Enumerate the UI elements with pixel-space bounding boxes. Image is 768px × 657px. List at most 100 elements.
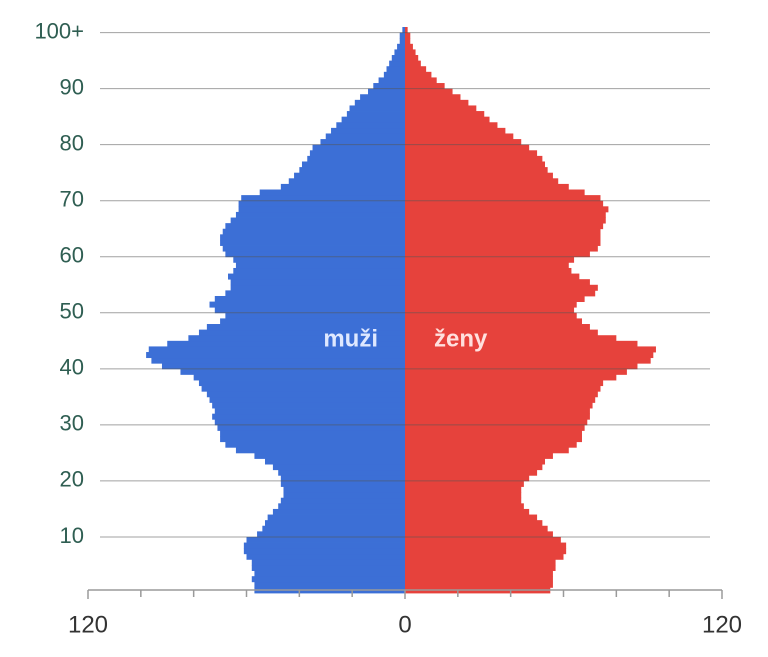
bar: [405, 396, 596, 403]
bar: [283, 486, 405, 493]
bar: [389, 60, 405, 67]
bar: [272, 508, 405, 515]
bar: [405, 380, 604, 387]
bar: [405, 346, 656, 353]
bar: [405, 43, 413, 50]
bar: [405, 318, 582, 325]
bar: [405, 38, 411, 45]
bar: [405, 32, 411, 39]
bar: [405, 251, 590, 258]
bar: [405, 55, 419, 62]
bar: [405, 239, 601, 246]
bar: [212, 413, 405, 420]
bar: [405, 508, 530, 515]
bar: [405, 559, 556, 566]
bar: [148, 346, 405, 353]
bar: [346, 111, 405, 118]
y-tick-label: 40: [60, 355, 84, 380]
bar: [360, 94, 405, 101]
bar: [405, 88, 453, 95]
bar: [405, 301, 577, 308]
bar: [405, 167, 548, 174]
bar: [241, 195, 405, 202]
bar: [405, 144, 530, 151]
bar: [405, 105, 477, 112]
bar: [405, 486, 522, 493]
x-tick-label: 120: [68, 611, 108, 638]
bar: [278, 503, 405, 510]
y-tick-label: 30: [60, 411, 84, 436]
bar: [288, 178, 405, 185]
bar: [405, 324, 590, 331]
bar: [225, 441, 405, 448]
bar: [225, 312, 405, 319]
bar: [405, 49, 416, 56]
bar: [405, 139, 522, 146]
bar: [220, 234, 405, 241]
bar: [405, 352, 654, 359]
bar: [405, 234, 601, 241]
bar: [405, 475, 530, 482]
bar: [235, 211, 405, 218]
bar: [405, 211, 606, 218]
bar: [405, 217, 606, 224]
bar: [251, 564, 405, 571]
bar: [267, 514, 405, 521]
bar: [405, 520, 543, 527]
bar: [299, 167, 405, 174]
bar: [235, 447, 405, 454]
bar: [391, 55, 405, 62]
bar: [405, 553, 564, 560]
bar: [209, 301, 405, 308]
bar: [405, 290, 596, 297]
series-label: ženy: [434, 325, 488, 352]
bar: [405, 133, 514, 140]
bar: [405, 77, 437, 84]
bar: [405, 402, 593, 409]
bar: [405, 223, 604, 230]
bar: [180, 368, 405, 375]
bar: [405, 368, 627, 375]
bar: [214, 295, 405, 302]
bar: [402, 27, 405, 34]
bar: [230, 217, 405, 224]
bar: [386, 66, 405, 73]
bar: [264, 458, 405, 465]
y-tick-label: 50: [60, 299, 84, 324]
bar: [146, 352, 405, 359]
bar: [405, 570, 553, 577]
y-tick-label: 80: [60, 130, 84, 155]
bar: [405, 127, 506, 134]
bar: [262, 525, 405, 532]
bar: [405, 189, 585, 196]
bar: [405, 536, 561, 543]
y-tick-label: 20: [60, 467, 84, 492]
bar: [243, 548, 405, 555]
bar: [167, 340, 405, 347]
bar: [405, 531, 553, 538]
bar: [405, 363, 638, 370]
bar: [243, 542, 405, 549]
bar: [257, 531, 405, 538]
bar: [307, 155, 405, 162]
bar: [405, 581, 553, 588]
bar: [230, 284, 405, 291]
bar: [220, 239, 405, 246]
bar: [228, 273, 405, 280]
bar: [405, 329, 598, 336]
x-tick-label: 0: [398, 611, 411, 638]
bar: [405, 576, 553, 583]
bar: [280, 497, 405, 504]
bar: [259, 189, 405, 196]
bar: [405, 452, 553, 459]
bar: [405, 228, 601, 235]
bar: [325, 133, 405, 140]
bar: [283, 492, 405, 499]
bar: [378, 77, 405, 84]
bar: [405, 83, 445, 90]
bar: [405, 458, 546, 465]
bar: [405, 206, 609, 213]
bar: [220, 430, 405, 437]
bar: [405, 419, 588, 426]
bar: [222, 228, 405, 235]
